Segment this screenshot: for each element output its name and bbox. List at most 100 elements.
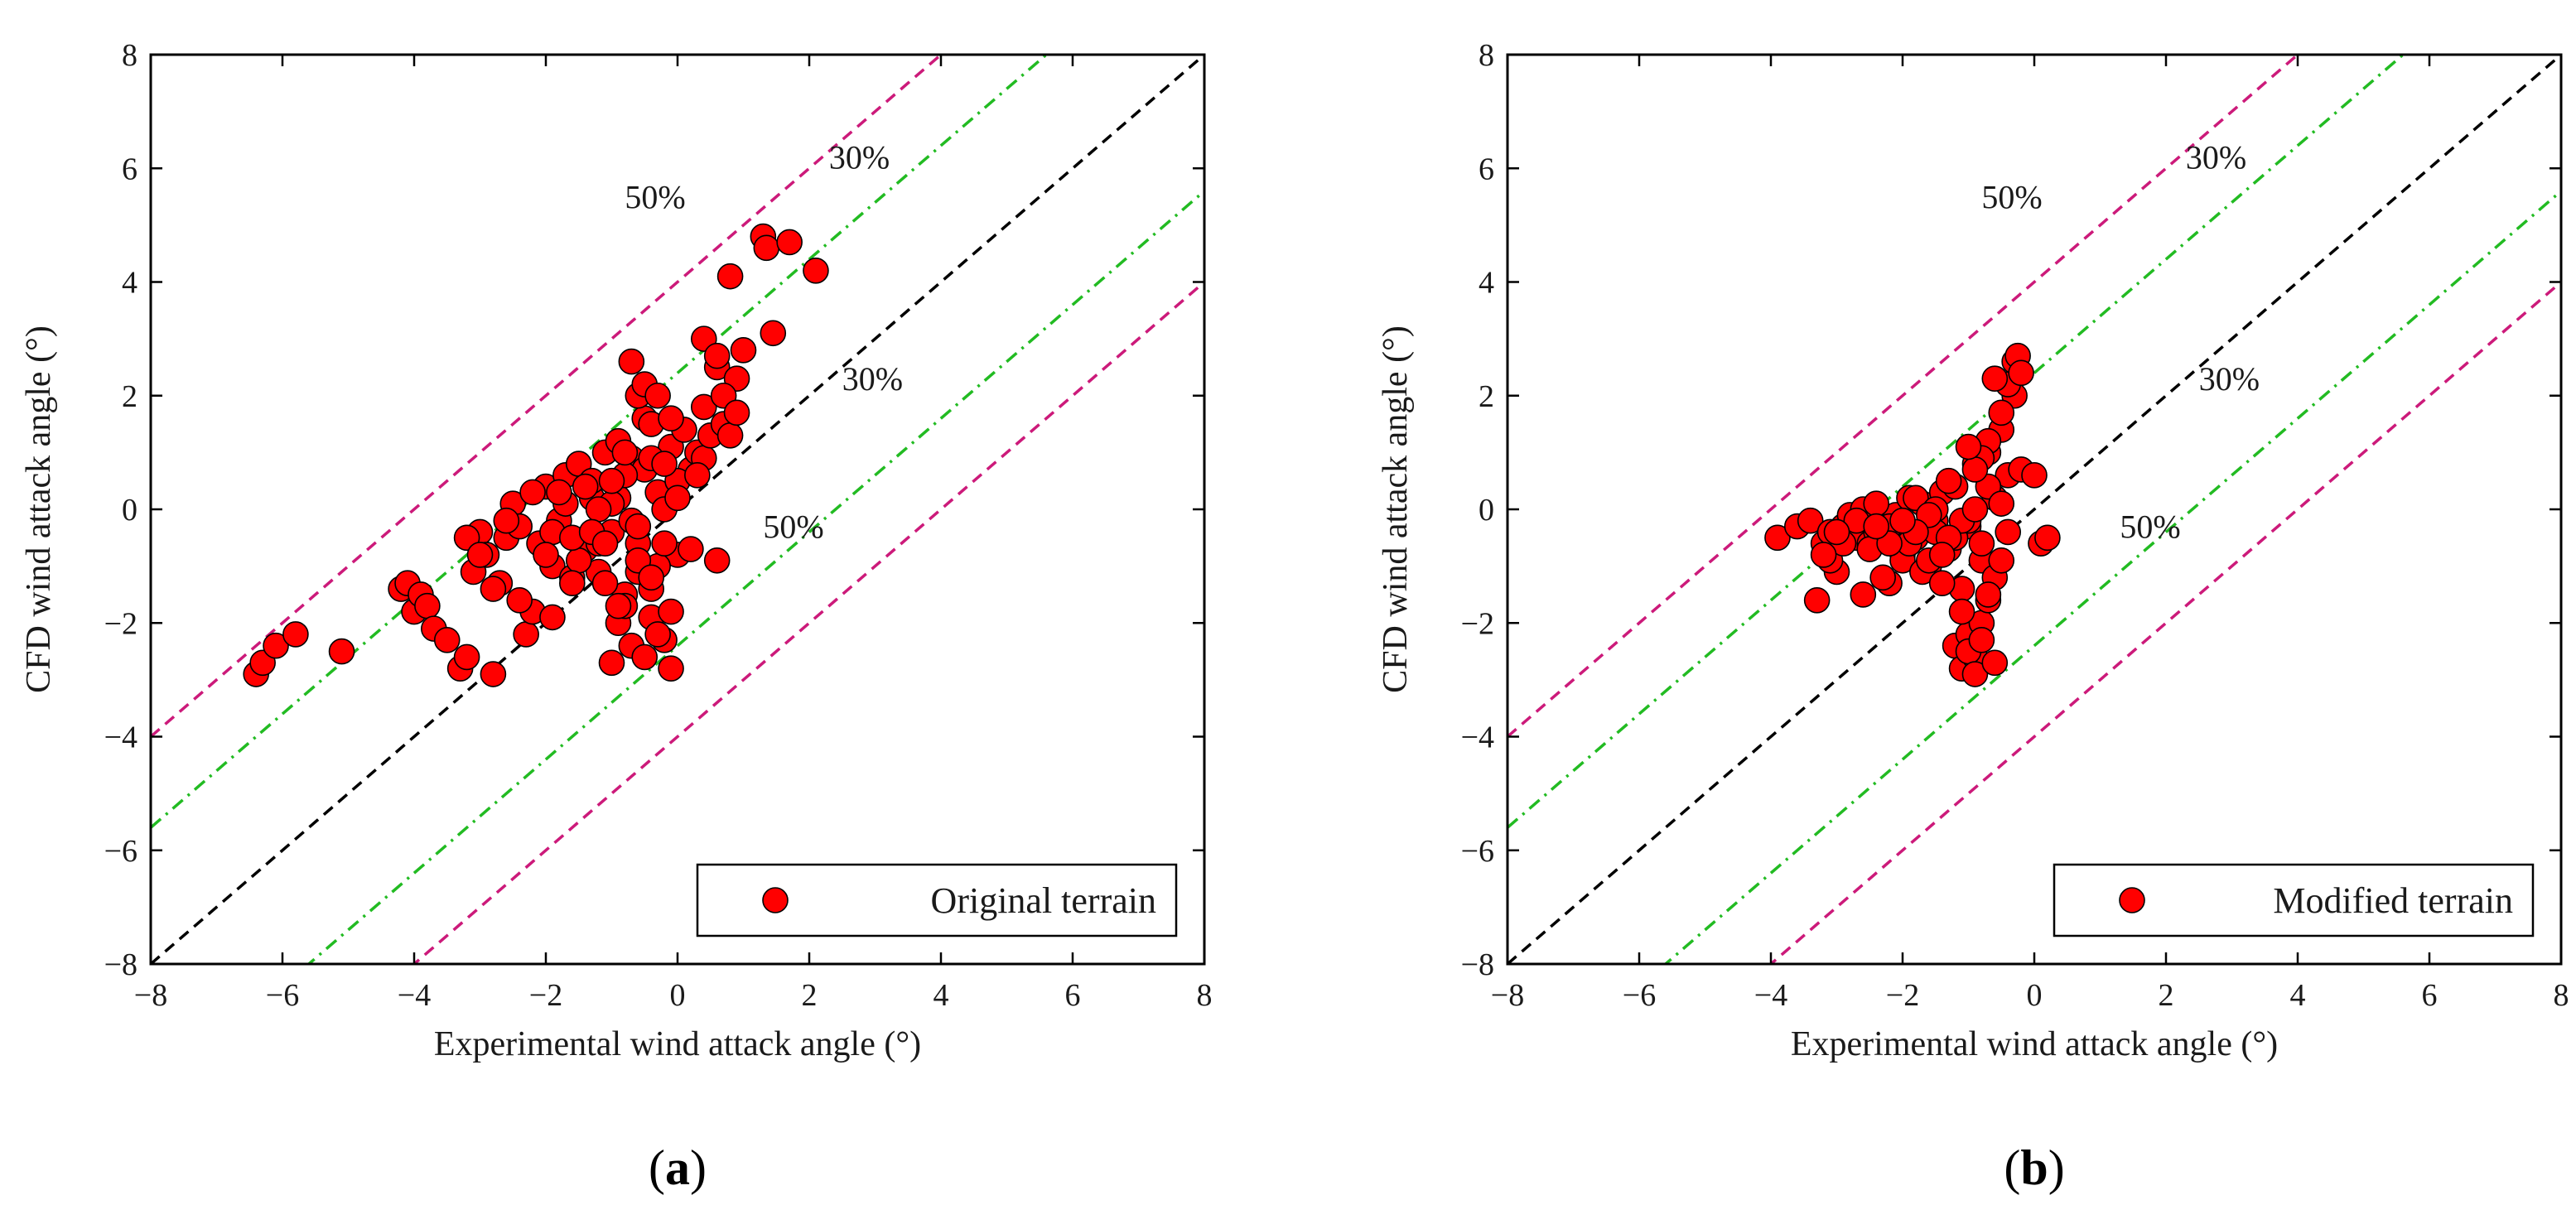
y-axis-label: CFD wind attack angle (°) [20,325,58,693]
data-point [598,467,625,494]
data-point [598,649,625,677]
30pct-upper-line [1507,55,2405,829]
data-point [684,462,711,489]
30pct-lower-line [1663,190,2561,964]
data-point [1823,518,1850,546]
band-label: 50% [763,508,823,545]
data-point [1764,524,1791,552]
reference-lines [1507,55,2561,964]
data-point [1975,581,2002,608]
data-point [1928,542,1956,568]
data-point [664,484,691,512]
x-tick-label: −2 [1886,978,1919,1013]
data-point [282,621,309,648]
50pct-lower-line [1768,281,2561,964]
data-point [480,576,507,602]
y-tick-label: −6 [104,834,137,869]
data-point [678,536,704,562]
legend-label: Original terrain [931,880,1156,921]
x-axis-label: Experimental wind attack angle (°) [434,1025,921,1063]
band-label: 30% [829,138,890,176]
band-label: 30% [2199,360,2260,398]
data-point [1968,627,1995,653]
data-point [1988,490,2015,517]
data-point [776,229,803,256]
data-point [533,542,559,568]
data-point [1961,496,1989,523]
data-point [493,507,520,534]
data-point [644,382,671,409]
x-tick-label: 0 [2027,978,2043,1013]
data-point [1850,581,1877,608]
50pct-lower-line [412,281,1204,964]
data-point [328,638,355,665]
data-point [433,627,461,653]
x-tick-label: −4 [398,978,431,1013]
data-point [1797,507,1824,534]
y-tick-label: 0 [1479,493,1494,528]
legend: Modified terrain [2053,863,2535,937]
data-point [591,570,619,597]
data-point [519,479,546,506]
data-point [513,621,539,648]
y-tick-label: 4 [1479,266,1494,301]
data-point [539,604,566,631]
data-point [753,234,780,262]
50pct-upper-line [1507,55,2300,738]
panel-label: (a) [649,1140,707,1195]
data-point [1810,542,1837,568]
data-point [638,564,665,591]
data-point [1988,547,2015,574]
y-tick-label: 8 [1479,38,1494,73]
data-point [716,263,744,290]
y-tick-label: 8 [122,38,137,73]
data-point [565,547,592,574]
y-tick-label: −4 [1461,721,1494,755]
y-tick-label: 6 [1479,152,1494,186]
data-point [760,320,787,347]
data-point [263,632,289,659]
legend-marker [2119,887,2145,913]
x-tick-label: −6 [1623,978,1656,1013]
data-point [1988,399,2015,427]
x-tick-label: 6 [2422,978,2438,1013]
chart-panel-a: 50% 30% 30% 50% −8 −6 −4 −2 0 2 4 6 8 −8 −6 −4 −2 0 2 4 6 8 Ex… [20,38,1213,1195]
y-axis-label: CFD wind attack angle (°) [1377,325,1415,693]
data-point [1869,564,1896,591]
data-point [546,479,572,506]
30pct-lower-line [306,190,1204,964]
x-tick-label: 0 [670,978,686,1013]
data-point [1981,365,2009,392]
data-point [1803,586,1831,614]
data-point [2034,524,2061,552]
data-point [1995,518,2021,546]
data-point [1863,490,1889,517]
y-tick-label: 2 [1479,379,1494,414]
data-point [651,530,678,557]
data-point [690,393,717,421]
data-point [1968,530,1995,557]
series-points [1764,342,2061,687]
x-tick-label: 4 [933,978,949,1013]
data-point [572,473,599,500]
series-points [243,223,829,687]
data-point [605,592,632,619]
x-tick-label: 2 [802,978,818,1013]
data-point [1948,598,1975,625]
data-point [644,621,671,648]
y-tick-label: −4 [104,721,137,755]
data-point [1935,467,1962,494]
band-label: 50% [1981,178,2042,215]
data-point [631,643,658,671]
identity-line [1507,55,2561,964]
data-point [480,661,507,687]
band-label: 50% [2120,508,2180,545]
x-tick-label: −4 [1754,978,1787,1013]
x-tick-label: 2 [2159,978,2174,1013]
y-tick-label: 2 [122,379,137,414]
data-point [651,451,678,477]
data-point [466,542,494,568]
data-point [558,570,586,597]
x-tick-label: −8 [1491,978,1524,1013]
